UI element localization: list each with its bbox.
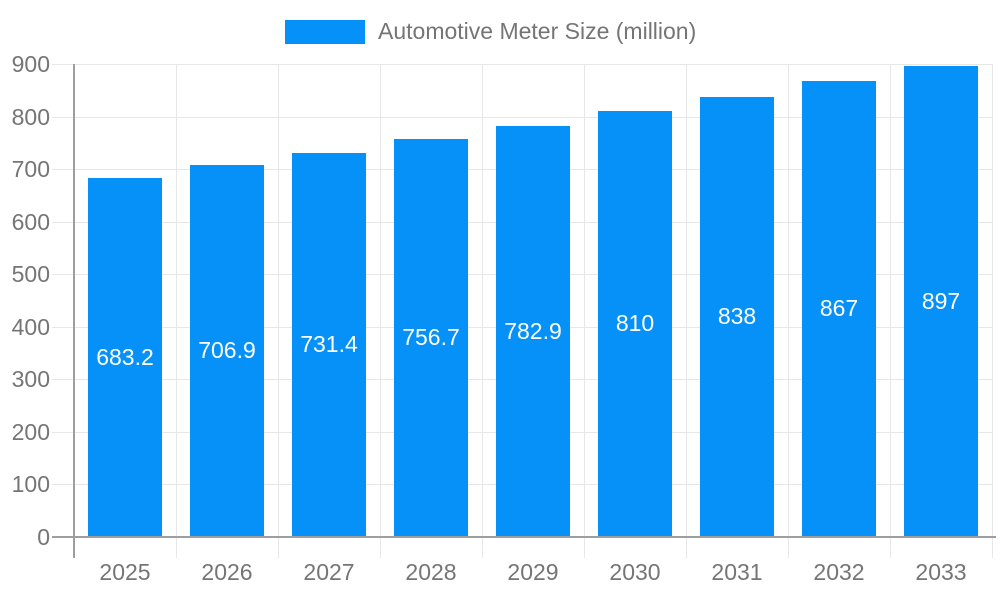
legend-swatch <box>285 19 365 44</box>
x-axis-tick-label: 2033 <box>915 559 967 585</box>
y-axis-tick-label: 100 <box>11 471 50 497</box>
bar-2033[interactable]: 897 <box>904 66 978 536</box>
bar-2032[interactable]: 867 <box>802 81 876 536</box>
x-gridline <box>380 64 381 558</box>
y-axis-tick-label: 0 <box>37 524 50 550</box>
x-axis-tick-label: 2032 <box>813 559 865 585</box>
y-axis-tick-label: 400 <box>11 314 50 340</box>
x-axis-tick-label: 2026 <box>201 559 253 585</box>
bar-value-label: 683.2 <box>96 343 154 370</box>
x-gridline <box>278 64 279 558</box>
bar-value-label: 810 <box>615 310 655 336</box>
bar-2029[interactable]: 782.9 <box>496 126 570 536</box>
y-axis-line <box>73 64 75 558</box>
bar-value-label: 838 <box>717 303 757 329</box>
y-axis-tick-label: 500 <box>11 261 50 287</box>
bar-value-label: 756.7 <box>402 324 460 350</box>
x-gridline <box>482 64 483 558</box>
x-axis-tick-label: 2031 <box>711 559 763 585</box>
bar-value-label: 706.9 <box>198 337 256 363</box>
x-gridline <box>584 64 585 558</box>
x-axis-tick-label: 2029 <box>507 559 559 585</box>
bar-2025[interactable]: 683.2 <box>88 178 162 536</box>
y-axis-tick-label: 200 <box>11 419 50 445</box>
x-gridline <box>890 64 891 558</box>
y-axis-tick-label: 900 <box>11 51 50 77</box>
y-axis-tick-label: 700 <box>11 156 50 182</box>
y-axis-tick-label: 300 <box>11 366 50 392</box>
y-gridline <box>52 117 992 118</box>
bar-value-label: 731.4 <box>300 331 358 357</box>
y-gridline <box>52 64 992 65</box>
bar-2027[interactable]: 731.4 <box>292 153 366 536</box>
y-axis-tick-label: 800 <box>11 104 50 130</box>
legend[interactable]: Automotive Meter Size (million) <box>285 18 696 45</box>
bar-2031[interactable]: 838 <box>700 97 774 536</box>
x-gridline <box>176 64 177 558</box>
x-axis-tick-label: 2025 <box>99 559 151 585</box>
x-axis-tick-label: 2030 <box>609 559 661 585</box>
x-gridline <box>686 64 687 558</box>
x-axis-line <box>52 536 996 538</box>
bar-value-label: 897 <box>921 287 961 314</box>
x-axis-tick-label: 2027 <box>303 559 355 585</box>
bar-2028[interactable]: 756.7 <box>394 139 468 536</box>
bar-value-label: 867 <box>819 295 859 321</box>
y-axis-tick-label: 600 <box>11 209 50 235</box>
x-gridline <box>992 64 993 558</box>
bar-2030[interactable]: 810 <box>598 111 672 536</box>
legend-label: Automotive Meter Size (million) <box>378 18 697 44</box>
bar-value-label: 782.9 <box>504 317 562 344</box>
bar-2026[interactable]: 706.9 <box>190 165 264 536</box>
x-gridline <box>788 64 789 558</box>
x-axis-tick-label: 2028 <box>405 559 457 585</box>
